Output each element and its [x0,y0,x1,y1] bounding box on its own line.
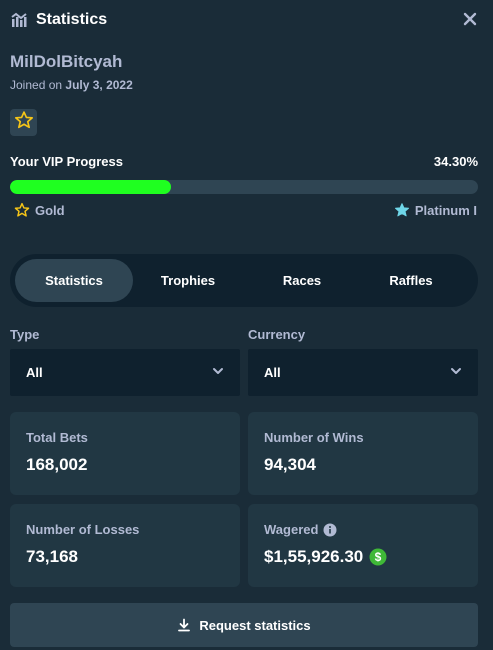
stat-card-wagered: Wagered $1,55,926.30 $ [248,504,478,587]
next-rank-label: Platinum I [414,202,477,218]
current-rank: Gold [14,202,65,218]
close-icon[interactable] [461,10,479,28]
modal-title: Statistics [36,11,108,28]
current-rank-label: Gold [35,202,65,218]
gold-star-icon [14,202,30,217]
type-select[interactable]: All [10,349,240,396]
tab-races[interactable]: Races [282,273,322,288]
stat-value: 94,304 [264,455,316,474]
rank-badge [10,109,37,136]
stat-label: Number of Wins [264,430,364,445]
stat-card-total-bets: Total Bets 168,002 [10,412,240,495]
stat-card-wins: Number of Wins 94,304 [248,412,478,495]
chevron-down-icon [450,365,462,380]
stats-chart-icon [10,11,28,29]
platinum-star-icon [394,203,409,217]
stat-value: 168,002 [26,455,88,474]
star-icon [14,110,34,135]
vip-progress-bar [10,180,478,194]
stat-label-wagered: Wagered [264,522,462,537]
joined-date-value: July 3, 2022 [65,78,133,92]
info-icon[interactable] [323,523,337,537]
download-icon [178,618,191,632]
modal-header: Statistics [0,0,493,40]
currency-label: Currency [248,327,306,342]
chevron-down-icon [212,365,224,380]
type-label: Type [10,327,40,342]
stat-value: $1,55,926.30 [264,547,364,566]
svg-text:$: $ [375,550,382,564]
tab-statistics[interactable]: Statistics [15,259,133,302]
tab-raffles[interactable]: Raffles [389,273,433,288]
dollar-coin-icon: $ [369,548,387,566]
tab-trophies[interactable]: Trophies [160,273,216,288]
request-statistics-label: Request statistics [199,617,311,633]
next-rank: Platinum I [394,202,477,218]
stat-value-wagered: $1,55,926.30 $ [264,547,462,567]
vip-progress-label: Your VIP Progress [10,154,123,169]
currency-select-value: All [264,365,281,380]
type-select-value: All [26,365,43,380]
joined-prefix: Joined on [10,78,63,92]
stat-card-losses: Number of Losses 73,168 [10,504,240,587]
stat-value: 73,168 [26,547,78,566]
joined-date: Joined on July 3, 2022 [10,78,133,92]
vip-progress-fill [10,180,171,194]
stat-label: Total Bets [26,430,88,445]
username: MilDolBitcyah [10,52,123,71]
vip-progress-percent: 34.30% [433,154,478,169]
tab-bar: Statistics Trophies Races Raffles [10,254,478,307]
request-statistics-button[interactable]: Request statistics [10,603,478,647]
stat-label: Wagered [264,522,319,537]
currency-select[interactable]: All [248,349,478,396]
stat-label: Number of Losses [26,522,140,537]
